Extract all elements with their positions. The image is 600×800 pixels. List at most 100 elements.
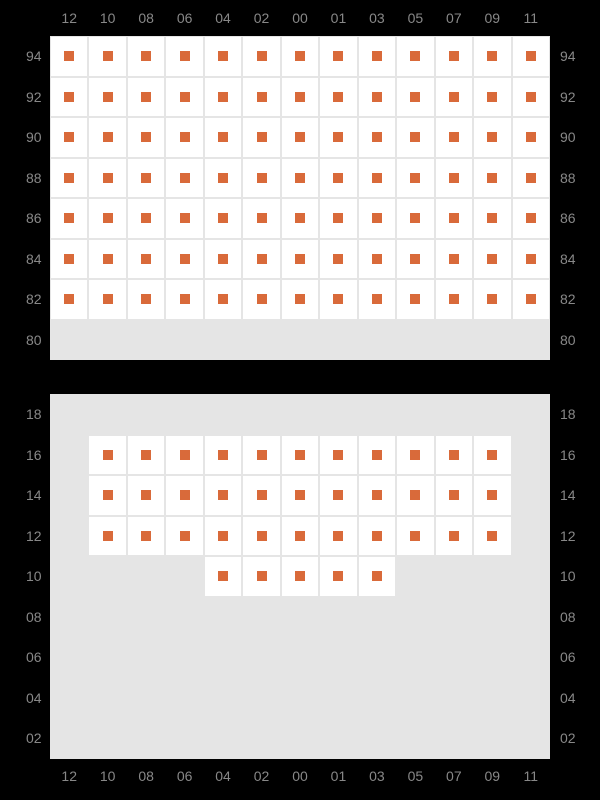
seat-available[interactable]: [204, 158, 242, 199]
seat-available[interactable]: [512, 36, 550, 77]
seat-available[interactable]: [50, 158, 88, 199]
seat-available[interactable]: [281, 556, 319, 597]
seat-available[interactable]: [127, 117, 165, 158]
seat-available[interactable]: [281, 77, 319, 118]
seat-available[interactable]: [204, 516, 242, 557]
seat-available[interactable]: [242, 475, 280, 516]
seat-available[interactable]: [319, 279, 357, 320]
seat-available[interactable]: [473, 36, 511, 77]
seat-available[interactable]: [319, 198, 357, 239]
seat-available[interactable]: [165, 198, 203, 239]
seat-available[interactable]: [88, 158, 126, 199]
seat-available[interactable]: [242, 198, 280, 239]
seat-available[interactable]: [204, 77, 242, 118]
seat-available[interactable]: [358, 435, 396, 476]
seat-available[interactable]: [127, 158, 165, 199]
seat-available[interactable]: [435, 117, 473, 158]
seat-available[interactable]: [204, 239, 242, 280]
seat-available[interactable]: [50, 198, 88, 239]
seat-available[interactable]: [435, 435, 473, 476]
seat-available[interactable]: [319, 516, 357, 557]
seat-available[interactable]: [396, 36, 434, 77]
seat-available[interactable]: [473, 279, 511, 320]
seat-available[interactable]: [88, 36, 126, 77]
seat-available[interactable]: [204, 556, 242, 597]
seat-available[interactable]: [88, 475, 126, 516]
seat-available[interactable]: [358, 556, 396, 597]
seat-available[interactable]: [512, 279, 550, 320]
seat-available[interactable]: [242, 158, 280, 199]
seat-available[interactable]: [281, 475, 319, 516]
seat-available[interactable]: [435, 36, 473, 77]
seat-available[interactable]: [396, 198, 434, 239]
seat-available[interactable]: [204, 435, 242, 476]
seat-available[interactable]: [281, 158, 319, 199]
seat-available[interactable]: [242, 239, 280, 280]
seat-available[interactable]: [319, 435, 357, 476]
seat-available[interactable]: [435, 77, 473, 118]
seat-available[interactable]: [396, 158, 434, 199]
seat-available[interactable]: [88, 77, 126, 118]
seat-available[interactable]: [473, 198, 511, 239]
seat-available[interactable]: [319, 77, 357, 118]
seat-available[interactable]: [88, 239, 126, 280]
seat-available[interactable]: [358, 77, 396, 118]
seat-available[interactable]: [242, 556, 280, 597]
seat-available[interactable]: [281, 279, 319, 320]
seat-available[interactable]: [242, 36, 280, 77]
seat-available[interactable]: [358, 516, 396, 557]
seat-available[interactable]: [358, 198, 396, 239]
seat-available[interactable]: [319, 239, 357, 280]
seat-available[interactable]: [435, 239, 473, 280]
seat-available[interactable]: [204, 36, 242, 77]
seat-available[interactable]: [358, 475, 396, 516]
seat-available[interactable]: [127, 475, 165, 516]
seat-available[interactable]: [435, 279, 473, 320]
seat-available[interactable]: [281, 516, 319, 557]
seat-available[interactable]: [319, 475, 357, 516]
seat-available[interactable]: [473, 158, 511, 199]
seat-available[interactable]: [204, 117, 242, 158]
seat-available[interactable]: [242, 516, 280, 557]
seat-available[interactable]: [473, 435, 511, 476]
seat-available[interactable]: [242, 117, 280, 158]
seat-available[interactable]: [396, 435, 434, 476]
seat-available[interactable]: [165, 475, 203, 516]
seat-available[interactable]: [127, 77, 165, 118]
seat-available[interactable]: [127, 36, 165, 77]
seat-available[interactable]: [127, 435, 165, 476]
seat-available[interactable]: [127, 239, 165, 280]
seat-available[interactable]: [204, 475, 242, 516]
seat-available[interactable]: [358, 158, 396, 199]
seat-available[interactable]: [242, 435, 280, 476]
seat-available[interactable]: [358, 117, 396, 158]
seat-available[interactable]: [281, 435, 319, 476]
seat-available[interactable]: [396, 117, 434, 158]
seat-available[interactable]: [127, 516, 165, 557]
seat-available[interactable]: [319, 158, 357, 199]
seat-available[interactable]: [396, 279, 434, 320]
seat-available[interactable]: [281, 117, 319, 158]
seat-available[interactable]: [50, 279, 88, 320]
seat-available[interactable]: [473, 77, 511, 118]
seat-available[interactable]: [281, 198, 319, 239]
seat-available[interactable]: [127, 279, 165, 320]
seat-available[interactable]: [50, 239, 88, 280]
seat-available[interactable]: [204, 279, 242, 320]
seat-available[interactable]: [165, 77, 203, 118]
seat-available[interactable]: [396, 77, 434, 118]
seat-available[interactable]: [358, 239, 396, 280]
seat-available[interactable]: [512, 198, 550, 239]
seat-available[interactable]: [281, 36, 319, 77]
seat-available[interactable]: [127, 198, 165, 239]
seat-available[interactable]: [165, 516, 203, 557]
seat-available[interactable]: [473, 516, 511, 557]
seat-available[interactable]: [242, 77, 280, 118]
seat-available[interactable]: [50, 36, 88, 77]
seat-available[interactable]: [88, 435, 126, 476]
seat-available[interactable]: [358, 36, 396, 77]
seat-available[interactable]: [435, 475, 473, 516]
seat-available[interactable]: [242, 279, 280, 320]
seat-available[interactable]: [319, 36, 357, 77]
seat-available[interactable]: [473, 475, 511, 516]
